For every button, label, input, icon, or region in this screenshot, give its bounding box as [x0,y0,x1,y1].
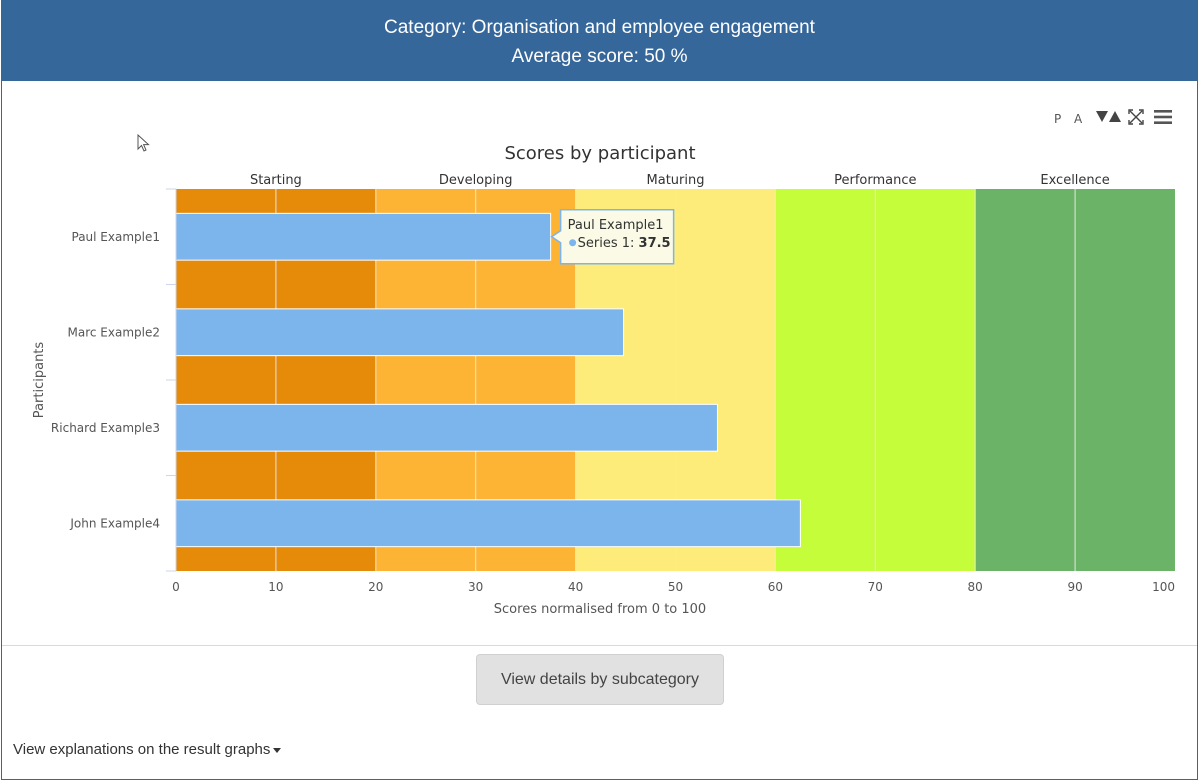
caret-down-icon [273,747,282,753]
x-tick-label: 70 [868,580,883,594]
x-tick-label: 40 [568,580,583,594]
y-category-label: Paul Example1 [72,230,161,244]
contrast-icon[interactable] [1096,110,1122,127]
x-tick-label: 50 [668,580,683,594]
bar[interactable] [175,308,625,357]
tooltip-box [550,209,675,265]
category-title: Category: Organisation and employee enga… [384,17,815,38]
x-tick-label: 60 [768,580,783,594]
explanations-toggle[interactable]: View explanations on the result graphs [13,741,282,758]
menu-icon[interactable] [1154,109,1172,128]
chart-title: Scores by participant [504,143,695,164]
x-tick-label: 90 [1067,580,1082,594]
x-tick-label: 20 [368,580,383,594]
y-category-label: Richard Example3 [51,421,160,435]
y-category-labels: Paul Example1 Marc Example2 Richard Exampl… [51,230,160,531]
x-tick-label: 30 [468,580,483,594]
band-label: Developing [439,173,513,188]
bars [175,212,801,548]
x-tick-labels: 0 10 20 30 40 50 60 70 80 90 100 [172,580,1175,594]
band-label: Starting [250,173,302,188]
average-score: Average score: 50 % [511,46,688,67]
x-tick-label: 100 [1152,580,1175,594]
band-label: Maturing [647,173,705,188]
chart-toolbar: P A [1050,106,1180,130]
bar[interactable] [175,403,718,452]
y-category-label: Marc Example2 [68,325,160,339]
tooltip-title: Paul Example1 [568,218,664,233]
bar[interactable] [175,212,552,261]
scores-chart: Scores by participant Starting Developing… [32,143,1175,617]
a-button[interactable]: A [1074,112,1083,126]
chart-panel [2,81,1197,646]
explanations-link[interactable]: View explanations on the result graphs [13,741,271,758]
tooltip-value: 37.5 [639,236,671,251]
x-axis-title: Scores normalised from 0 to 100 [494,602,706,617]
x-tick-label: 0 [172,580,180,594]
tooltip-value-line: Series 1: 37.5 [578,236,671,251]
mouse-cursor-icon [137,134,150,152]
view-details-button[interactable]: View details by subcategory [476,654,724,705]
x-tick-label: 10 [268,580,283,594]
y-axis-title: Participants [32,342,47,419]
tooltip: Paul Example1 Series 1: 37.5 [550,209,675,265]
axes [166,188,177,572]
tooltip-series-marker [569,239,577,247]
bar[interactable] [175,499,801,548]
band-labels: Starting Developing Maturing Performance Exc… [250,173,1110,188]
band-label: Performance [834,173,916,188]
band-label: Excellence [1040,173,1109,188]
fullscreen-icon[interactable] [1128,109,1144,128]
tooltip-series-label: Series 1: [578,236,639,251]
category-header: Category: Organisation and employee enga… [1,0,1198,81]
x-tick-label: 80 [968,580,983,594]
y-category-label: John Example4 [69,516,160,530]
p-button[interactable]: P [1054,112,1062,126]
